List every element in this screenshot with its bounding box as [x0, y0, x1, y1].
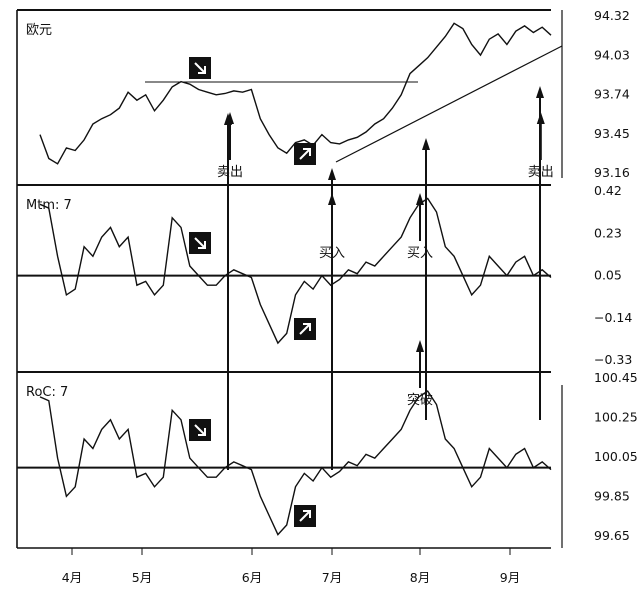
- signal-arrow-head: [422, 138, 430, 150]
- trend-line: [335, 45, 563, 163]
- month-label: 9月: [500, 570, 520, 585]
- y-tick-label: 93.74: [594, 87, 630, 102]
- y-tick-label: −0.14: [594, 310, 632, 325]
- month-label: 8月: [410, 570, 430, 585]
- y-tick-label: 93.16: [594, 165, 630, 180]
- month-label: 4月: [62, 570, 82, 585]
- y-tick-label: 93.45: [594, 126, 630, 141]
- y-tick-label: 94.03: [594, 47, 630, 62]
- series-line: [39, 197, 552, 345]
- annotation-label: 卖出: [217, 165, 243, 180]
- y-tick-label: −0.33: [594, 352, 632, 367]
- y-tick-label: 0.05: [594, 268, 622, 283]
- series-line: [39, 390, 552, 536]
- y-tick-label: 100.05: [594, 449, 638, 464]
- y-tick-label: 100.25: [594, 410, 638, 425]
- trend-arrow-icon: [299, 323, 311, 335]
- panel-title: RoC: 7: [26, 385, 68, 400]
- trend-arrow-icon: [299, 510, 311, 522]
- month-label: 7月: [322, 570, 342, 585]
- annotation-label: 买入: [407, 246, 433, 261]
- annotation-label: 突破: [407, 392, 433, 408]
- panel-title: 欧元: [26, 23, 52, 38]
- trend-arrow-icon: [194, 62, 206, 74]
- month-label: 6月: [242, 570, 262, 585]
- signal-arrow-head: [536, 86, 544, 98]
- trend-arrow-icon: [194, 237, 206, 249]
- arrow-head: [416, 340, 424, 352]
- trend-arrow-icon: [299, 148, 311, 160]
- arrow-head: [416, 193, 424, 205]
- series-line: [39, 22, 552, 165]
- y-tick-label: 0.23: [594, 225, 622, 240]
- y-tick-label: 0.42: [594, 183, 622, 198]
- signal-arrow-head: [224, 113, 232, 125]
- month-label: 5月: [132, 570, 152, 585]
- y-tick-label: 99.85: [594, 489, 630, 504]
- y-tick-label: 94.32: [594, 8, 630, 23]
- y-tick-label: 100.45: [594, 370, 638, 385]
- y-tick-label: 99.65: [594, 528, 630, 543]
- trend-arrow-icon: [194, 424, 206, 436]
- signal-arrow-head: [328, 168, 336, 180]
- panel-title: Mtm: 7: [26, 198, 72, 213]
